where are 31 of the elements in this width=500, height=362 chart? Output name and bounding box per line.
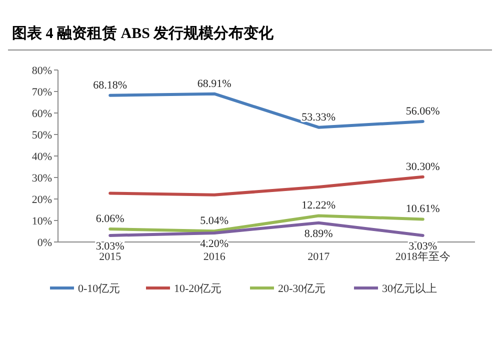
y-tick-label: 80% xyxy=(32,65,52,77)
y-tick-label: 50% xyxy=(32,130,52,142)
x-tick-label: 2017 xyxy=(308,251,330,263)
y-tick-label: 30% xyxy=(32,172,52,184)
legend-label: 20-30亿元 xyxy=(278,283,326,295)
data-label: 3.03% xyxy=(408,240,438,252)
data-label: 53.33% xyxy=(302,111,336,124)
data-label: 4.20% xyxy=(200,238,229,250)
legend-label: 0-10亿元 xyxy=(78,283,120,295)
y-tick-label: 10% xyxy=(32,216,52,228)
data-label: 12.22% xyxy=(302,200,336,212)
x-tick-label: 2015 xyxy=(99,251,122,263)
title: 图表 4 融资租赁 ABS 发行规模分布变化 xyxy=(12,26,274,42)
data-label: 68.91% xyxy=(197,78,232,90)
data-label: 8.89% xyxy=(304,228,333,240)
y-tick-label: 60% xyxy=(32,108,52,120)
legend-label: 10-20亿元 xyxy=(174,283,222,295)
y-tick-label: 0% xyxy=(37,237,52,249)
data-label: 5.04% xyxy=(200,215,229,228)
data-label: 30.30% xyxy=(406,160,440,173)
data-label: 56.06% xyxy=(406,105,440,118)
y-tick-label: 40% xyxy=(32,151,52,163)
x-tick-label: 2016 xyxy=(203,251,226,263)
data-label: 3.03% xyxy=(96,240,124,252)
data-label: 10.61% xyxy=(406,203,440,216)
y-tick-label: 20% xyxy=(32,194,52,206)
y-tick-label: 70% xyxy=(32,86,52,98)
data-label: 6.06% xyxy=(96,212,124,225)
legend-label: 30亿元以上 xyxy=(382,282,437,295)
data-label: 68.18% xyxy=(93,79,128,92)
x-tick-label: 2018年至今 xyxy=(395,251,450,263)
